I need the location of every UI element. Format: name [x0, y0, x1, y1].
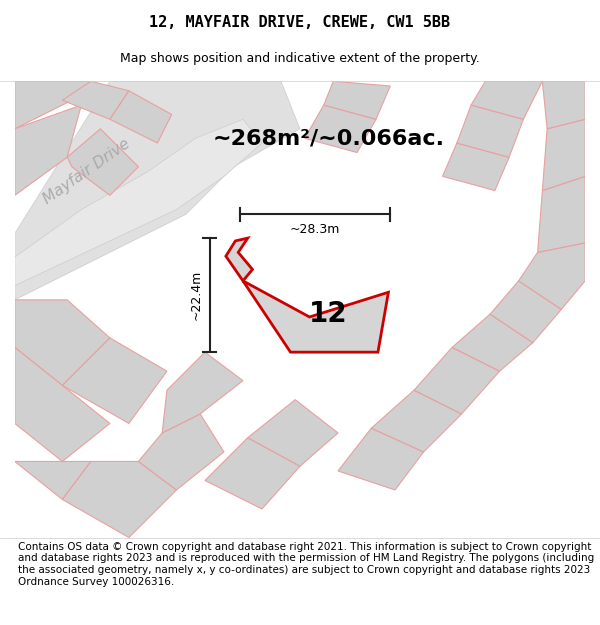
Polygon shape — [490, 281, 562, 342]
Text: 12, MAYFAIR DRIVE, CREWE, CW1 5BB: 12, MAYFAIR DRIVE, CREWE, CW1 5BB — [149, 15, 451, 30]
Polygon shape — [305, 105, 376, 152]
Polygon shape — [457, 105, 523, 158]
Polygon shape — [62, 338, 167, 424]
Polygon shape — [15, 81, 300, 300]
Polygon shape — [15, 81, 585, 538]
Polygon shape — [471, 81, 542, 119]
Polygon shape — [324, 81, 390, 119]
Polygon shape — [110, 91, 172, 143]
Text: ~22.4m: ~22.4m — [190, 270, 203, 320]
Text: ~28.3m: ~28.3m — [290, 223, 340, 236]
Polygon shape — [15, 300, 110, 386]
Polygon shape — [542, 119, 585, 191]
Polygon shape — [15, 105, 82, 195]
Polygon shape — [62, 81, 129, 119]
Polygon shape — [205, 438, 300, 509]
Polygon shape — [443, 143, 509, 191]
Polygon shape — [162, 352, 243, 433]
Text: Mayfair Drive: Mayfair Drive — [40, 136, 133, 207]
Polygon shape — [15, 81, 91, 129]
Polygon shape — [15, 119, 262, 286]
Polygon shape — [67, 129, 139, 195]
Polygon shape — [452, 314, 533, 371]
Polygon shape — [338, 428, 424, 490]
Text: Contains OS data © Crown copyright and database right 2021. This information is : Contains OS data © Crown copyright and d… — [18, 542, 594, 587]
Polygon shape — [62, 461, 176, 538]
Polygon shape — [139, 414, 224, 490]
Text: 12: 12 — [309, 300, 348, 328]
Polygon shape — [226, 238, 253, 281]
Polygon shape — [414, 348, 500, 414]
Polygon shape — [243, 281, 388, 352]
Polygon shape — [518, 243, 585, 309]
Polygon shape — [371, 390, 461, 452]
Text: Map shows position and indicative extent of the property.: Map shows position and indicative extent… — [120, 52, 480, 65]
Polygon shape — [542, 81, 585, 129]
Text: ~268m²/~0.066ac.: ~268m²/~0.066ac. — [212, 128, 445, 148]
Polygon shape — [538, 176, 585, 252]
Polygon shape — [248, 399, 338, 466]
Polygon shape — [15, 348, 110, 461]
Polygon shape — [15, 461, 91, 499]
